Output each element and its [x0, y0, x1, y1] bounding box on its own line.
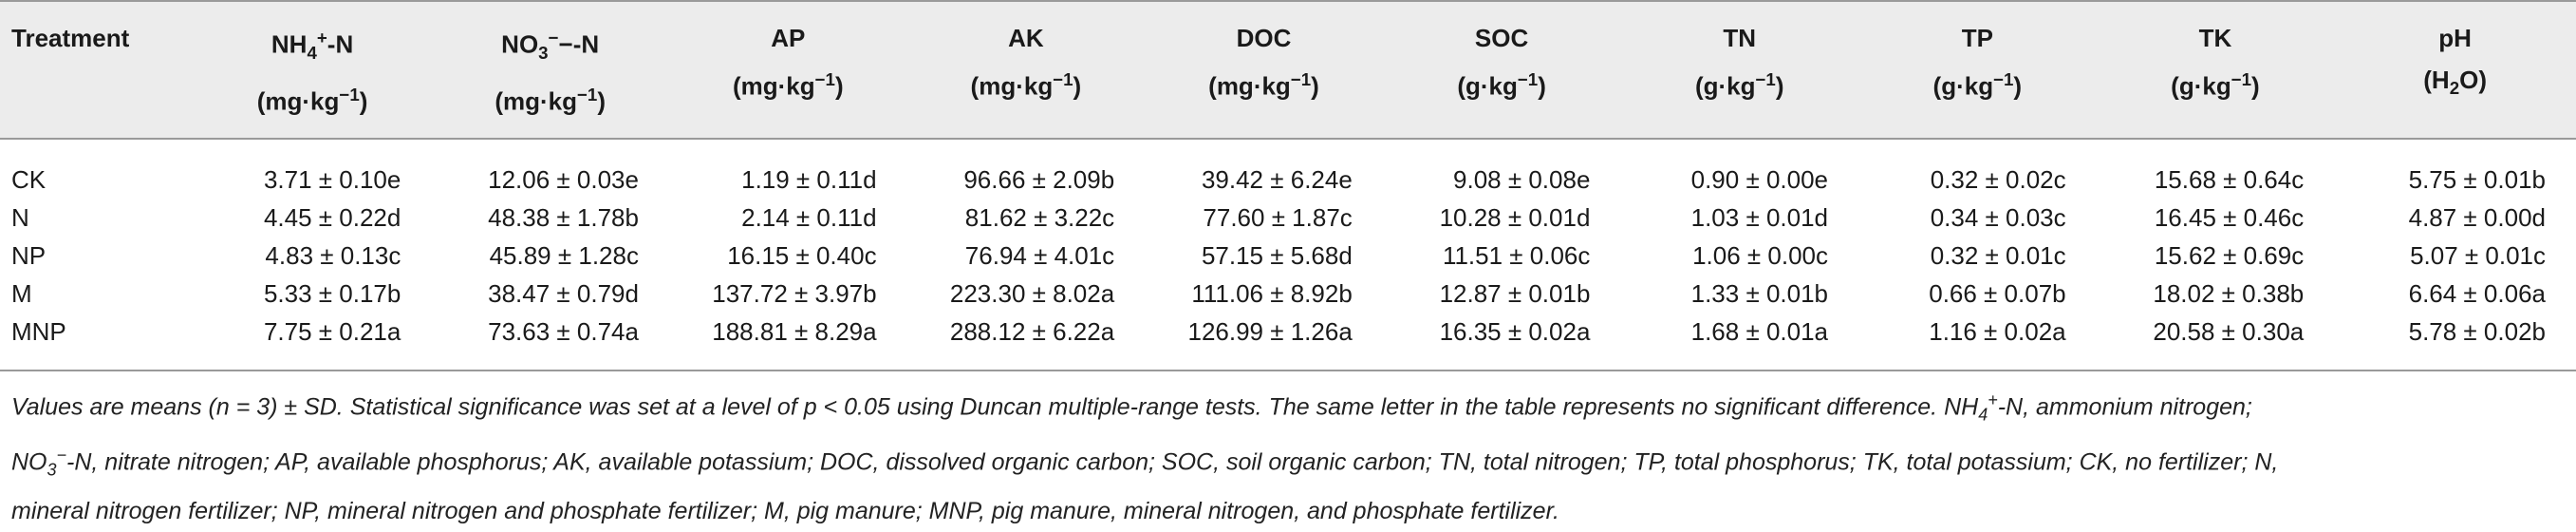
table-header-row: Treatment NH4+-N (mg·kg−1) NO3−−-N (mg·k…: [0, 1, 2576, 139]
cell-nh4: 3.71 ± 0.10e: [263, 164, 401, 194]
tp-header-unit: (g·kg−1): [1932, 69, 2023, 101]
cell-nh4: 5.33 ± 0.17b: [263, 278, 401, 308]
cell-doc: 126.99 ± 1.26a: [1187, 316, 1353, 346]
column-header-tn: TN (g·kg−1): [1620, 1, 1859, 139]
column-header-no3: NO3−−-N (mg·kg−1): [431, 1, 669, 139]
cell-ap: 188.81 ± 8.29a: [712, 316, 877, 346]
cell-tk: 18.02 ± 0.38b: [2153, 278, 2305, 308]
cell-treatment: CK: [11, 164, 47, 194]
cell-nh4: 7.75 ± 0.21a: [263, 316, 401, 346]
cell-tk: 15.68 ± 0.64c: [2154, 164, 2305, 194]
soc-header-unit: (g·kg−1): [1457, 69, 1546, 101]
ph-header-unit: (H2O): [2423, 66, 2487, 99]
column-header-nh4: NH4+-N (mg·kg−1): [193, 1, 432, 139]
column-header-ap: AP (mg·kg−1): [668, 1, 907, 139]
table-row: NP 4.83 ± 0.13c 45.89 ± 1.28c 16.15 ± 0.40c…: [0, 237, 2576, 275]
footnote-line-2: NO3−-N, nitrate nitrogen; AP, available …: [11, 446, 2279, 480]
cell-nh4: 4.83 ± 0.13c: [265, 240, 401, 270]
cell-soc: 9.08 ± 0.08e: [1453, 164, 1591, 194]
cell-treatment: MNP: [11, 316, 66, 346]
cell-ak: 223.30 ± 8.02a: [949, 278, 1115, 308]
footnote-line-3: mineral nitrogen fertilizer; NP, mineral…: [11, 497, 1559, 524]
table-row: MNP 7.75 ± 0.21a 73.63 ± 0.74a 188.81 ± 8.2…: [0, 313, 2576, 370]
column-header-tk: TK (g·kg−1): [2096, 1, 2335, 139]
cell-ak: 76.94 ± 4.01c: [964, 240, 1115, 270]
tn-header-unit: (g·kg−1): [1694, 69, 1784, 101]
cell-ak: 288.12 ± 6.22a: [949, 316, 1115, 346]
ap-header-unit: (mg·kg−1): [732, 69, 844, 101]
cell-tp: 0.32 ± 0.01c: [1930, 240, 2066, 270]
cell-nh4: 4.45 ± 0.22d: [263, 202, 401, 232]
cell-tp: 0.32 ± 0.02c: [1930, 164, 2066, 194]
cell-ap: 1.19 ± 0.11d: [741, 164, 877, 194]
nh4-header-label: NH4+-N: [271, 28, 354, 63]
cell-doc: 111.06 ± 8.92b: [1191, 278, 1353, 308]
cell-doc: 39.42 ± 6.24e: [1201, 164, 1353, 194]
cell-doc: 57.15 ± 5.68d: [1201, 240, 1353, 270]
column-header-soc: SOC (g·kg−1): [1382, 1, 1621, 139]
cell-ph: 4.87 ± 0.00d: [2408, 202, 2546, 232]
cell-tn: 1.68 ± 0.01a: [1690, 316, 1829, 346]
column-header-ph: pH (H2O): [2334, 1, 2576, 139]
cell-treatment: M: [11, 278, 32, 308]
cell-ph: 5.07 ± 0.01c: [2410, 240, 2546, 270]
cell-ph: 5.75 ± 0.01b: [2408, 164, 2546, 194]
cell-ak: 96.66 ± 2.09b: [963, 164, 1115, 194]
cell-tn: 1.03 ± 0.01d: [1690, 202, 1829, 232]
nh4-header-unit: (mg·kg−1): [256, 84, 368, 116]
soil-properties-table: Treatment NH4+-N (mg·kg−1) NO3−−-N (mg·k…: [0, 1, 2576, 370]
cell-treatment: N: [11, 202, 29, 232]
table-row: N 4.45 ± 0.22d 48.38 ± 1.78b 2.14 ± 0.11d 81…: [0, 199, 2576, 237]
column-header-ak: AK (mg·kg−1): [906, 1, 1146, 139]
table-row: M 5.33 ± 0.17b 38.47 ± 0.79d 137.72 ± 3.97b…: [0, 275, 2576, 313]
cell-soc: 12.87 ± 0.01b: [1439, 278, 1591, 308]
cell-no3: 45.89 ± 1.28c: [489, 240, 639, 270]
table-footnote: Values are means (n = 3) ± SD. Statistic…: [11, 380, 2555, 532]
tk-header-unit: (g·kg−1): [2171, 69, 2260, 101]
cell-tp: 0.66 ± 0.07b: [1929, 278, 2066, 308]
cell-ap: 16.15 ± 0.40c: [727, 240, 877, 270]
cell-tk: 16.45 ± 0.46c: [2154, 202, 2305, 232]
cell-ap: 2.14 ± 0.11d: [741, 202, 877, 232]
cell-tk: 20.58 ± 0.30a: [2153, 316, 2305, 346]
cell-treatment: NP: [11, 240, 47, 270]
cell-tn: 1.33 ± 0.01b: [1690, 278, 1829, 308]
cell-tp: 0.34 ± 0.03c: [1930, 202, 2066, 232]
column-header-treatment: Treatment: [0, 1, 194, 139]
doc-header-unit: (mg·kg−1): [1208, 69, 1319, 101]
cell-no3: 73.63 ± 0.74a: [488, 316, 639, 346]
cell-ph: 5.78 ± 0.02b: [2408, 316, 2546, 346]
cell-tn: 1.06 ± 0.00c: [1692, 240, 1829, 270]
no3-header-unit: (mg·kg−1): [495, 84, 606, 116]
cell-tn: 0.90 ± 0.00e: [1690, 164, 1829, 194]
cell-soc: 16.35 ± 0.02a: [1439, 316, 1591, 346]
cell-no3: 12.06 ± 0.03e: [488, 164, 639, 194]
cell-soc: 10.28 ± 0.01d: [1439, 202, 1591, 232]
cell-tp: 1.16 ± 0.02a: [1929, 316, 2066, 346]
footnote-line-1: Values are means (n = 3) ± SD. Statistic…: [11, 390, 2252, 425]
column-header-tp: TP (g·kg−1): [1858, 1, 2097, 139]
cell-ak: 81.62 ± 3.22c: [964, 202, 1115, 232]
cell-ap: 137.72 ± 3.97b: [712, 278, 877, 308]
cell-no3: 38.47 ± 0.79d: [488, 278, 639, 308]
cell-tk: 15.62 ± 0.69c: [2154, 240, 2305, 270]
ak-header-unit: (mg·kg−1): [970, 69, 1082, 101]
column-header-doc: DOC (mg·kg−1): [1145, 1, 1383, 139]
no3-header-label: NO3−−-N: [501, 28, 600, 63]
cell-ph: 6.64 ± 0.06a: [2408, 278, 2546, 308]
cell-doc: 77.60 ± 1.87c: [1203, 202, 1353, 232]
table-row: CK 3.71 ± 0.10e 12.06 ± 0.03e 1.19 ± 0.11d 9…: [0, 139, 2576, 199]
cell-no3: 48.38 ± 1.78b: [488, 202, 639, 232]
cell-soc: 11.51 ± 0.06c: [1442, 240, 1591, 270]
